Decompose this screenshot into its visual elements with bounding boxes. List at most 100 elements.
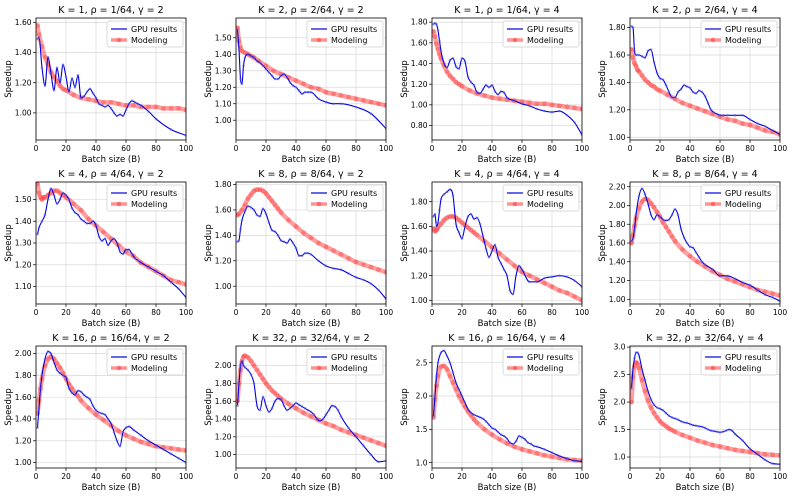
modeling-point bbox=[269, 388, 275, 393]
x-tick-label: 40 bbox=[487, 472, 497, 481]
gpu-point bbox=[697, 424, 701, 428]
modeling-line bbox=[630, 196, 780, 298]
y-tick-label: 1.80 bbox=[215, 180, 232, 189]
gpu-point bbox=[100, 412, 104, 415]
legend: GPU results Modeling bbox=[106, 348, 184, 376]
gpu-point bbox=[643, 56, 647, 60]
gpu-point bbox=[463, 401, 467, 404]
gpu-point bbox=[543, 448, 546, 451]
y-tick-label: 1.40 bbox=[215, 50, 232, 59]
modeling-point bbox=[266, 384, 272, 390]
legend-label-modeling: Modeling bbox=[331, 364, 367, 373]
y-tick-label: 1.40 bbox=[215, 231, 232, 240]
subplot-title: K = 4, ρ = 4/64, γ = 2 bbox=[58, 169, 163, 180]
gpu-point bbox=[442, 62, 446, 65]
x-tick-label: 80 bbox=[151, 472, 161, 481]
gpu-point bbox=[49, 72, 53, 76]
gpu-point bbox=[255, 213, 259, 217]
modeling-point bbox=[323, 421, 329, 426]
x-axis-label: Batch size (B) bbox=[282, 155, 341, 165]
gpu-point bbox=[252, 382, 256, 385]
gpu-point bbox=[339, 268, 343, 271]
modeling-point bbox=[245, 355, 251, 360]
gpu-point bbox=[661, 218, 665, 221]
gpu-point bbox=[79, 217, 83, 221]
gpu-point bbox=[300, 254, 304, 258]
modeling-point bbox=[762, 128, 768, 133]
modeling-point bbox=[236, 211, 242, 217]
x-tick-label: 100 bbox=[179, 144, 194, 153]
modeling-point bbox=[331, 248, 336, 254]
gpu-point bbox=[291, 241, 295, 245]
gpu-point bbox=[106, 243, 110, 247]
gpu-point bbox=[276, 397, 280, 400]
modeling-point bbox=[645, 80, 651, 85]
gpu-point bbox=[703, 426, 707, 430]
gpu-point bbox=[700, 90, 704, 94]
modeling-point bbox=[361, 435, 366, 441]
modeling-point bbox=[542, 101, 547, 107]
gpu-point bbox=[451, 371, 455, 374]
modeling-point bbox=[459, 220, 465, 226]
modeling-point bbox=[663, 224, 669, 230]
gpu-point bbox=[115, 439, 119, 443]
gpu-point bbox=[715, 430, 719, 434]
gpu-point bbox=[664, 411, 668, 415]
y-tick-label: 1.20 bbox=[609, 276, 626, 285]
subplot-title: K = 1, ρ = 1/64, γ = 2 bbox=[58, 5, 163, 16]
gpu-point bbox=[721, 430, 725, 434]
gpu-point bbox=[676, 418, 680, 421]
gpu-point bbox=[249, 373, 253, 376]
gpu-point bbox=[118, 444, 122, 448]
modeling-point bbox=[275, 393, 281, 399]
modeling-point bbox=[456, 81, 462, 87]
y-axis-label: Speedup bbox=[598, 388, 608, 425]
modeling-point bbox=[474, 420, 480, 426]
legend-label-gpu: GPU results bbox=[725, 353, 771, 362]
y-tick-label: 1.00 bbox=[411, 100, 428, 109]
gpu-point bbox=[76, 213, 80, 216]
gpu-point bbox=[631, 26, 635, 29]
gpu-point bbox=[513, 99, 516, 103]
gpu-point bbox=[339, 415, 343, 418]
x-tick-label: 40 bbox=[487, 308, 497, 317]
gpu-point bbox=[508, 289, 512, 292]
subplot-title: K = 16, ρ = 16/64, γ = 4 bbox=[448, 333, 565, 344]
gpu-point bbox=[312, 413, 316, 416]
gpu-point bbox=[436, 361, 440, 364]
gpu-point bbox=[309, 90, 313, 94]
gpu-point bbox=[64, 75, 68, 79]
y-tick-label: 1.40 bbox=[609, 78, 626, 87]
modeling-point bbox=[432, 228, 438, 234]
legend: GPU results Modeling bbox=[502, 184, 580, 212]
modeling-point bbox=[60, 86, 66, 92]
gpu-point bbox=[67, 198, 71, 201]
gpu-point bbox=[61, 191, 65, 195]
gpu-point bbox=[643, 378, 647, 382]
legend-label-gpu: GPU results bbox=[131, 353, 177, 362]
gpu-point bbox=[133, 101, 137, 104]
modeling-point bbox=[680, 432, 685, 438]
modeling-point bbox=[101, 229, 106, 235]
gpu-point bbox=[67, 90, 71, 94]
modeling-point bbox=[572, 294, 577, 300]
modeling-point bbox=[639, 199, 645, 205]
gpu-point bbox=[481, 234, 485, 238]
modeling-point bbox=[257, 187, 263, 193]
gpu-point bbox=[297, 254, 301, 258]
modeling-point bbox=[54, 188, 60, 194]
gpu-point bbox=[673, 96, 677, 99]
y-axis-label: Speedup bbox=[598, 224, 608, 261]
modeling-point bbox=[308, 84, 314, 90]
gpu-point bbox=[466, 215, 470, 218]
gpu-point bbox=[239, 364, 242, 367]
gpu-point bbox=[505, 274, 509, 277]
y-tick-label: 1.00 bbox=[215, 116, 232, 125]
gpu-point bbox=[236, 28, 239, 31]
gpu-point bbox=[264, 404, 268, 407]
legend-modeling-marker bbox=[710, 37, 716, 43]
y-tick-label: 2.00 bbox=[15, 349, 32, 358]
axes-frame bbox=[235, 181, 387, 305]
gpu-point bbox=[484, 83, 488, 87]
y-axis-label: Speedup bbox=[204, 224, 214, 261]
